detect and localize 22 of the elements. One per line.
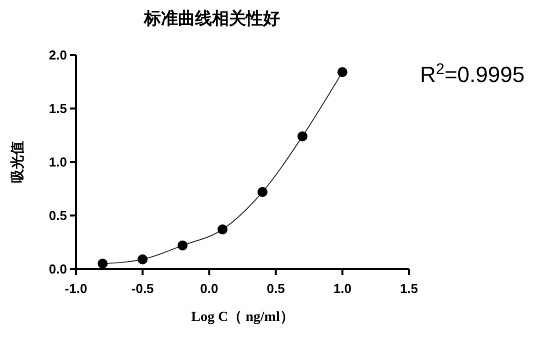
point xyxy=(98,258,108,269)
y-tick-label: 1.5 xyxy=(48,101,67,116)
point xyxy=(257,186,268,197)
point xyxy=(138,254,148,264)
x-axis-title: Log C（ ng/ml） xyxy=(191,310,294,325)
x-tick-label: 1.5 xyxy=(400,281,418,296)
x-tick-label: -0.5 xyxy=(131,281,154,296)
x-tick-label: 1.0 xyxy=(333,281,352,296)
y-tick-label: 1.0 xyxy=(48,154,67,170)
y-tick-label: 0.0 xyxy=(48,262,67,277)
y-tick-label: 2.0 xyxy=(48,48,67,63)
text: R$^{2}$=0.9995 xyxy=(420,60,525,87)
x-tick-label: 0.5 xyxy=(266,281,285,296)
point xyxy=(337,67,348,78)
point xyxy=(218,224,228,234)
x-tick-label: -1.0 xyxy=(64,281,88,296)
point xyxy=(178,240,188,250)
y-tick-label: 0.5 xyxy=(48,208,67,224)
y-axis-title: 吸光值 xyxy=(10,141,26,183)
x-tick-label: 0.0 xyxy=(200,281,218,296)
chart-title: 标准曲线相关性好 xyxy=(143,9,280,28)
point xyxy=(297,131,308,142)
